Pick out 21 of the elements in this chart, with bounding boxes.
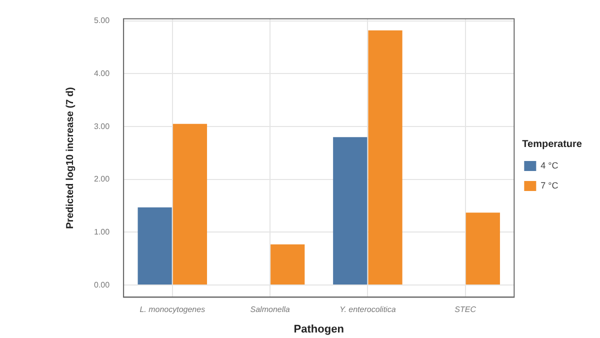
- y-tick-label: 5.00: [94, 16, 110, 26]
- bar: [172, 124, 208, 285]
- bar: [270, 244, 305, 285]
- legend-title: Temperature: [522, 138, 582, 150]
- legend-label: 4 °C: [540, 160, 559, 170]
- x-axis-title: Pathogen: [294, 323, 344, 336]
- bar: [138, 207, 172, 285]
- y-tick-label: 2.00: [94, 174, 110, 184]
- bar: [368, 30, 402, 285]
- y-axis-title: Predicted log10 increase (7 d): [64, 87, 76, 229]
- x-tick-label: Salmonella: [250, 305, 290, 314]
- x-tick-label: L. monocytogenes: [140, 305, 206, 314]
- x-tick-label: Y. enterocolitica: [340, 305, 396, 314]
- bar: [466, 212, 500, 285]
- y-tick-label: 0.00: [94, 280, 110, 290]
- legend-label: 7 °C: [540, 180, 559, 190]
- y-tick-label: 1.00: [94, 227, 110, 236]
- x-tick-label: STEC: [454, 305, 476, 314]
- y-tick-label: 4.00: [94, 68, 110, 78]
- bar: [333, 137, 368, 285]
- y-tick-label: 3.00: [94, 122, 110, 131]
